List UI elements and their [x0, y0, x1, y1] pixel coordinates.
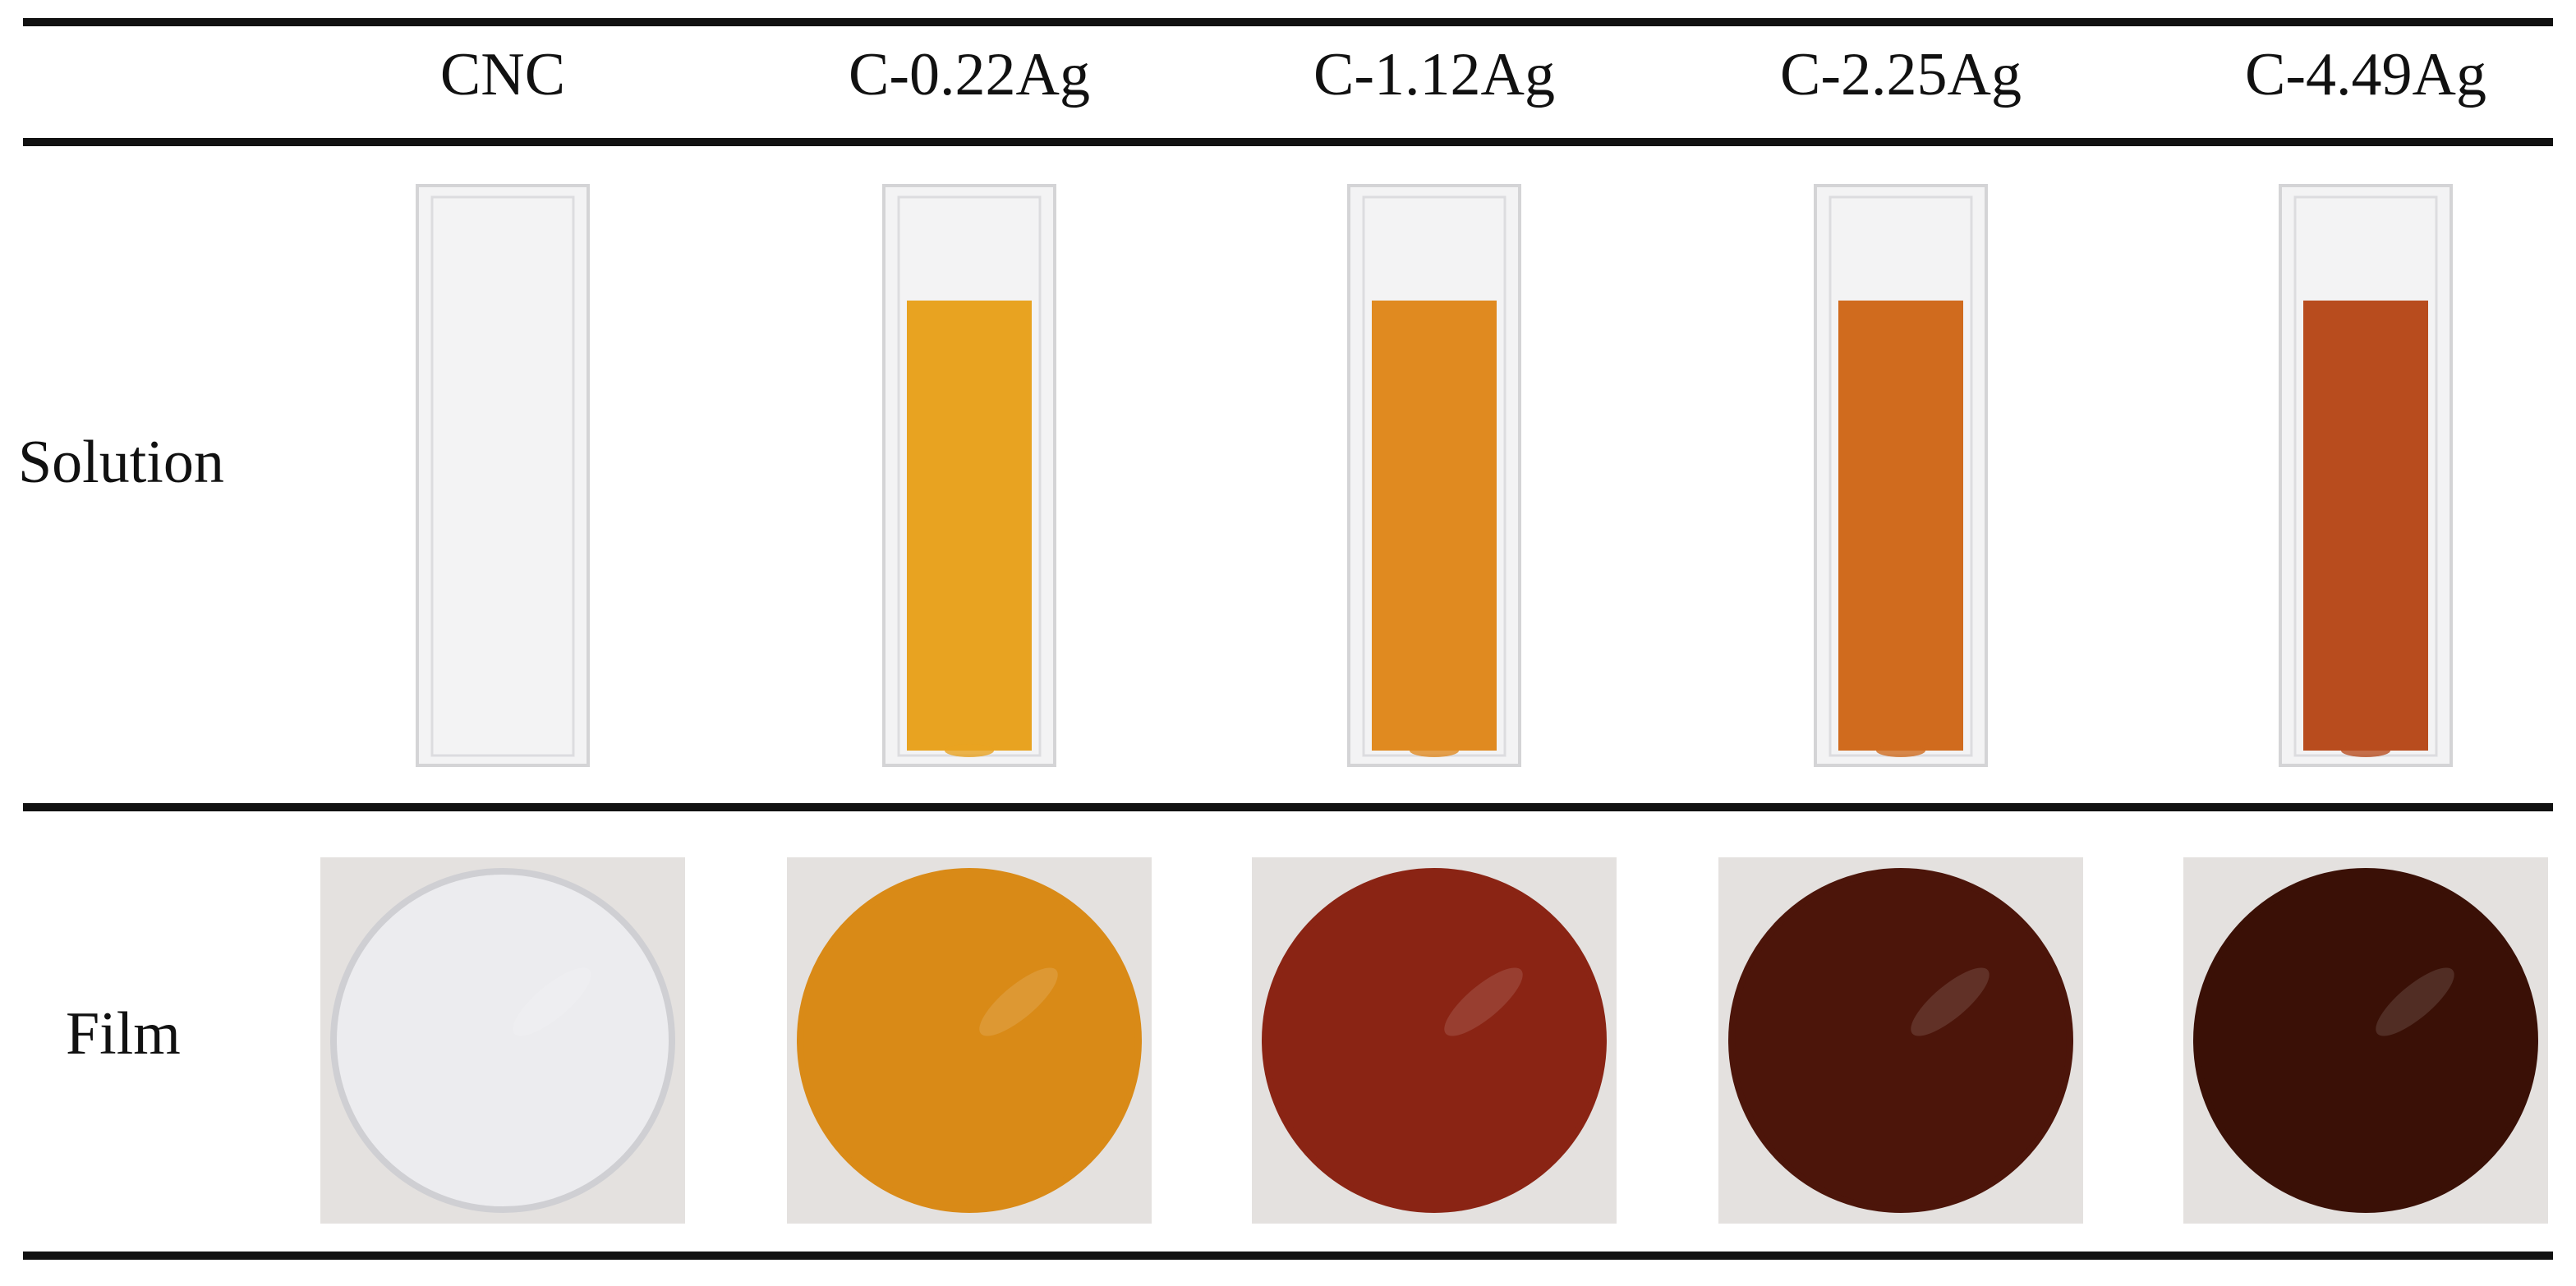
film-gloss — [2376, 967, 2454, 1036]
cuvette-bottom — [2341, 744, 2390, 757]
film-gloss — [1444, 967, 1523, 1036]
rule-top — [23, 18, 2553, 26]
rule-bottom — [23, 1252, 2553, 1260]
row-label: Solution — [18, 429, 224, 496]
column-header: CNC — [440, 41, 565, 108]
film-disc — [330, 868, 675, 1213]
film-disc — [1262, 868, 1607, 1213]
rule-header — [23, 138, 2553, 146]
rule-middle — [23, 803, 2553, 811]
column-header: C-4.49Ag — [2245, 41, 2486, 108]
film-gloss — [513, 967, 591, 1036]
cuvette-liquid — [1838, 301, 1963, 751]
column-header: C-1.12Ag — [1313, 41, 1555, 108]
column-header: C-2.25Ag — [1780, 41, 2022, 108]
film-gloss — [979, 967, 1058, 1036]
cuvette-liquid — [907, 301, 1032, 751]
cuvette-bottom — [1410, 744, 1459, 757]
cuvette-bottom — [1876, 744, 1925, 757]
film-disc — [797, 868, 1142, 1213]
film-disc — [2193, 868, 2538, 1213]
cuvette-wall — [430, 195, 575, 757]
cuvette-liquid — [2303, 301, 2428, 751]
film-disc — [1728, 868, 2073, 1213]
cuvette-photo — [416, 184, 590, 767]
row-label: Film — [66, 1000, 181, 1068]
cuvette-bottom — [945, 744, 994, 757]
column-header: C-0.22Ag — [849, 41, 1090, 108]
film-gloss — [1911, 967, 1990, 1036]
cuvette-liquid — [1372, 301, 1497, 751]
